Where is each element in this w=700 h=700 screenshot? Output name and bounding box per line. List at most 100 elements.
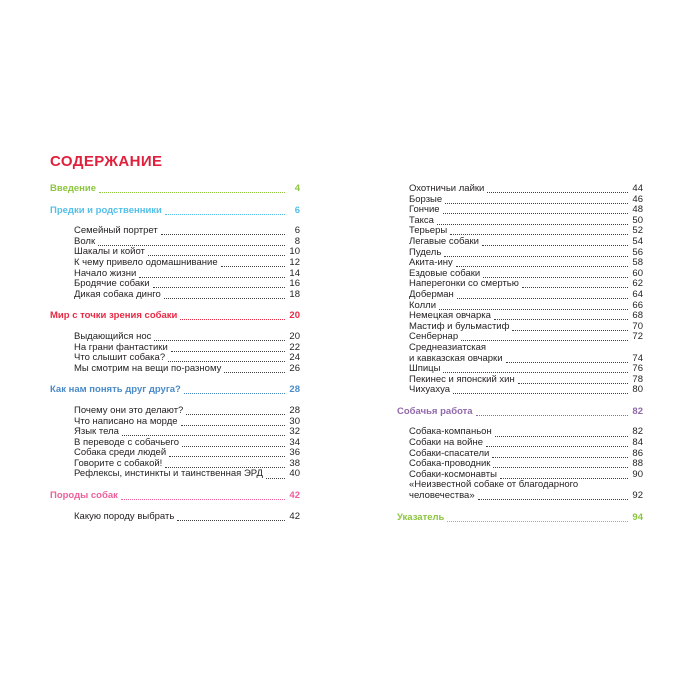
toc-entry-label: человечества» <box>409 490 475 502</box>
toc-section-title: Предки и родственники <box>50 204 162 216</box>
toc-entry: Терьеры 52 <box>397 226 643 237</box>
toc-entry: Акита-ину 58 <box>397 258 643 269</box>
toc-entry-label: «Неизвестной собаке от благодарного <box>409 479 579 491</box>
toc-section-heading: Как нам понять друг друга? 28 <box>50 385 300 396</box>
dotted-leader <box>444 255 628 257</box>
toc-entry: Выдающийся нос 20 <box>50 330 300 343</box>
page-number: 52 <box>632 225 643 237</box>
toc-entry: Пекинес и японский хин 78 <box>397 374 643 386</box>
dotted-leader <box>493 467 628 469</box>
toc-section: Породы собак 42 Какую породу выбрать 42 <box>50 490 300 522</box>
toc-entry: Пудель 56 <box>397 246 643 259</box>
toc-entry-label: Собаки на войне <box>409 437 483 449</box>
toc-entry-label: и кавказская овчарки <box>409 352 503 364</box>
toc-section-heading: Породы собак 42 <box>50 490 300 502</box>
dotted-leader <box>443 372 628 374</box>
page-number: 34 <box>289 436 300 448</box>
toc-entry: Собаки на войне 84 <box>397 437 643 449</box>
toc-entry-label: Выдающийся нос <box>74 330 152 342</box>
dotted-leader <box>154 340 285 342</box>
toc-entry-label: Волк <box>74 235 96 247</box>
dotted-leader <box>483 276 628 278</box>
toc-entry: Мастиф и бульмастиф 70 <box>397 321 643 333</box>
page-number: 58 <box>632 257 643 269</box>
toc-entry-label: Говорите с собакой! <box>74 457 163 469</box>
dotted-leader <box>165 466 285 468</box>
dotted-leader <box>455 266 628 268</box>
toc-entry-label: К чему привело одомашнивание <box>74 256 218 268</box>
toc-entry-label: Что написано на морде <box>74 415 178 427</box>
toc-section: Охотничьи лайки 44 Борзые 46 Гончие 48 Такса 50… <box>397 183 643 396</box>
page-number: 92 <box>632 490 643 502</box>
toc-entry: Собаки-космонавты 90 <box>397 468 643 481</box>
page-number: 56 <box>632 246 643 258</box>
page-number: 32 <box>289 426 300 438</box>
page-number: 36 <box>289 447 300 459</box>
toc-entry: Бродячие собаки 16 <box>50 279 300 290</box>
dotted-leader <box>485 446 628 448</box>
toc-item-list: Почему они это делают? 28 Что написано на … <box>50 404 300 480</box>
page-number: 82 <box>632 405 643 417</box>
page-number: 46 <box>632 193 643 205</box>
page-number: 48 <box>632 204 643 216</box>
dotted-leader <box>450 234 628 236</box>
toc-entry-label: Чихуахуа <box>409 384 450 396</box>
toc-entry-label: Гончие <box>409 204 440 216</box>
page-number: 90 <box>632 468 643 480</box>
toc-entry: К чему привело одомашнивание 12 <box>50 256 300 269</box>
toc-section-title: Собачья работа <box>397 405 473 417</box>
dotted-leader <box>494 435 628 437</box>
dotted-leader <box>121 435 285 437</box>
dotted-leader <box>436 223 628 225</box>
toc-entry-label: Какую породу выбрать <box>74 510 175 522</box>
toc-entry: Собака-проводник 88 <box>397 459 643 470</box>
page-number: 4 <box>294 183 300 194</box>
dotted-leader <box>475 414 628 416</box>
toc-entry-label: Наперегонки со смертью <box>409 278 519 290</box>
page-number: 6 <box>294 225 300 237</box>
toc-entry: Наперегонки со смертью 62 <box>397 279 643 290</box>
dotted-leader <box>182 445 285 447</box>
dotted-leader <box>164 213 285 215</box>
toc-entry: Борзые 46 <box>397 193 643 206</box>
page-number: 24 <box>289 352 300 364</box>
toc-entry-label: Немецкая овчарка <box>409 310 491 322</box>
toc-entry-label: Среднеазиатская <box>409 341 486 353</box>
toc-entry: Собака среди людей 36 <box>50 448 300 459</box>
dotted-leader <box>169 456 285 458</box>
toc-entry: Шакалы и койот 10 <box>50 247 300 258</box>
toc-entry: Среднеазиатская <box>397 341 643 354</box>
toc-section-heading: Собачья работа 82 <box>397 405 643 418</box>
page-number: 76 <box>632 363 643 375</box>
toc-entry-label: Ездовые собаки <box>409 267 481 279</box>
dotted-leader <box>152 287 285 289</box>
dotted-leader <box>160 234 285 236</box>
toc-entry: Почему они это делают? 28 <box>50 404 300 417</box>
toc-entry: Охотничьи лайки 44 <box>397 183 643 195</box>
toc-entry-label: Охотничьи лайки <box>409 183 485 194</box>
dotted-leader <box>180 319 285 321</box>
toc-entry-label: Начало жизни <box>74 267 137 279</box>
toc-item-list: Выдающийся нос 20 На грани фантастики 22 Что… <box>50 330 300 374</box>
page-number: 88 <box>632 458 643 470</box>
toc-entry-label: Такса <box>409 214 434 226</box>
toc-entry-label: Собака-проводник <box>409 458 491 470</box>
toc-entry: Что слышит собака? 24 <box>50 353 300 364</box>
dotted-leader <box>147 255 285 257</box>
toc-entry: Говорите с собакой! 38 <box>50 457 300 470</box>
dotted-leader <box>180 424 285 426</box>
dotted-leader <box>224 371 285 373</box>
toc-entry-label: Почему они это делают? <box>74 404 184 416</box>
dotted-leader <box>481 245 628 247</box>
toc-entry: Гончие 48 <box>397 205 643 216</box>
dotted-leader <box>439 308 628 310</box>
dotted-leader <box>461 340 628 342</box>
toc-entry: Язык тела 32 <box>50 426 300 438</box>
toc-entry: Собака-компаньон 82 <box>397 427 643 438</box>
toc-entry: Что написано на морде 30 <box>50 415 300 428</box>
dotted-leader <box>177 519 285 521</box>
dotted-leader <box>456 298 628 300</box>
dotted-leader <box>163 297 285 299</box>
dotted-leader <box>445 202 628 204</box>
